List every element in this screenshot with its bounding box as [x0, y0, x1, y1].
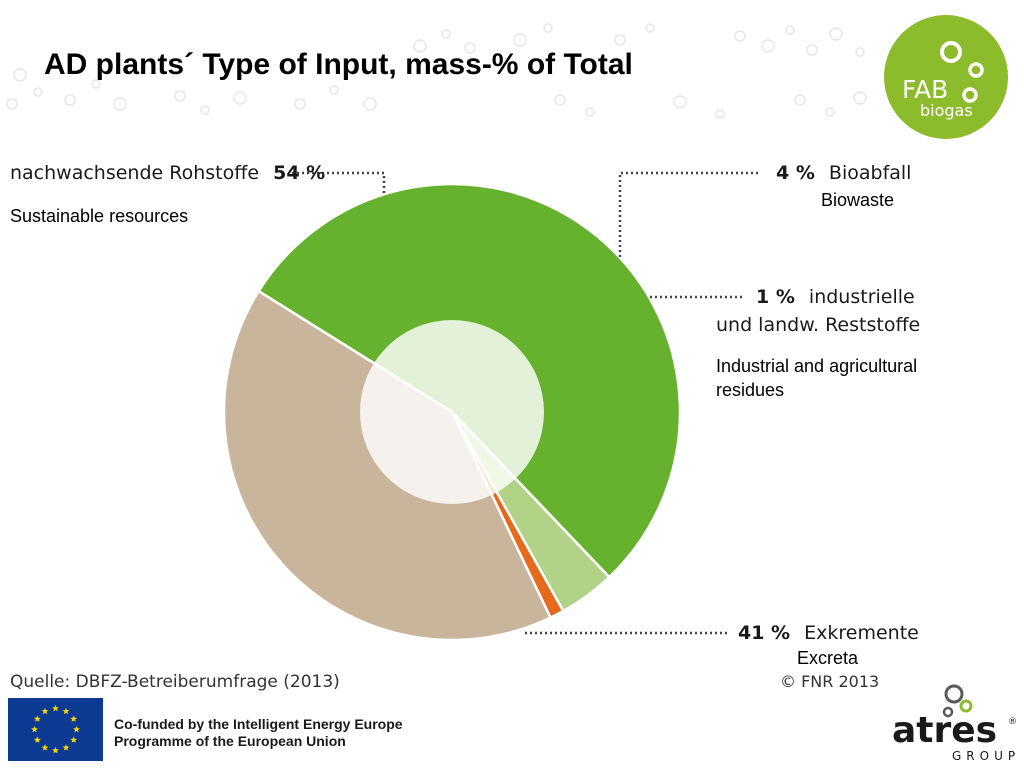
slice-label-industrial-de: industrielle [808, 286, 915, 308]
leader-line-biowaste [618, 171, 758, 258]
slice-label-sustainable-de: nachwachsende Rohstoffe [10, 162, 260, 184]
slice-label-excreta-de: Exkremente [804, 622, 919, 644]
copyright-note: © FNR 2013 [780, 672, 880, 691]
eu-star-icon [33, 715, 41, 722]
logo-fab-text: FAB [902, 75, 948, 104]
background-bubbles [6, 23, 867, 119]
slice-label-excreta-en: Excreta [797, 648, 859, 668]
eu-star-icon [73, 725, 80, 733]
inner-divider-excreta [450, 411, 493, 496]
eu-star-icon [41, 744, 49, 751]
slice-label-biowaste-de: Bioabfall [828, 162, 912, 184]
cofunded-line2: Programme of the European Union [114, 733, 346, 749]
atres-registered-mark: ® [1008, 717, 1017, 727]
eu-flag-icon [8, 698, 103, 761]
slice-percent-biowaste: 4 % [776, 162, 815, 184]
eu-star-icon [52, 704, 59, 712]
slice-label-biowaste-en: Biowaste [821, 190, 895, 210]
inner-divider-sustainable [373, 362, 453, 414]
fab-biogas-logo: FAB biogas [884, 15, 1008, 139]
eu-star-icon [41, 707, 49, 715]
atres-group-text: GROUP [952, 749, 1020, 763]
page-title: AD plants´ Type of Input, mass-% of Tota… [44, 48, 633, 81]
cofunded-line1: Co-funded by the Intelligent Energy Euro… [114, 716, 403, 732]
slice-percent-industrial: 1 % [756, 286, 795, 308]
eu-star-icon [52, 746, 59, 754]
logo-biogas-text: biogas [920, 101, 973, 120]
eu-star-icon [62, 707, 70, 715]
atres-name: atres [892, 710, 997, 751]
leader-line-sustainable [292, 171, 386, 196]
eu-star-icon [70, 736, 78, 743]
atres-group-logo: atres ® GROUP [892, 684, 1020, 763]
inner-divider-biowaste [451, 411, 517, 480]
source-note: Quelle: DBFZ-Betreiberumfrage (2013) [10, 672, 340, 692]
eu-star-icon [31, 725, 38, 733]
slice-percent-excreta: 41 % [738, 622, 791, 644]
eu-star-icon [62, 744, 70, 751]
slice-label-sustainable-en: Sustainable resources [10, 206, 189, 226]
eu-star-icon [33, 736, 41, 743]
eu-star-icon [70, 715, 78, 722]
cofunded-text: Co-funded by the Intelligent Energy Euro… [114, 716, 403, 750]
slice-label-industrial-en: Industrial and agricultural [716, 356, 918, 376]
slice-label-industrial-en-line2: residues [716, 380, 785, 400]
slice-label-industrial-de-line2: und landw. Reststoffe [716, 314, 921, 336]
slice-percent-sustainable: 54 % [273, 162, 326, 184]
